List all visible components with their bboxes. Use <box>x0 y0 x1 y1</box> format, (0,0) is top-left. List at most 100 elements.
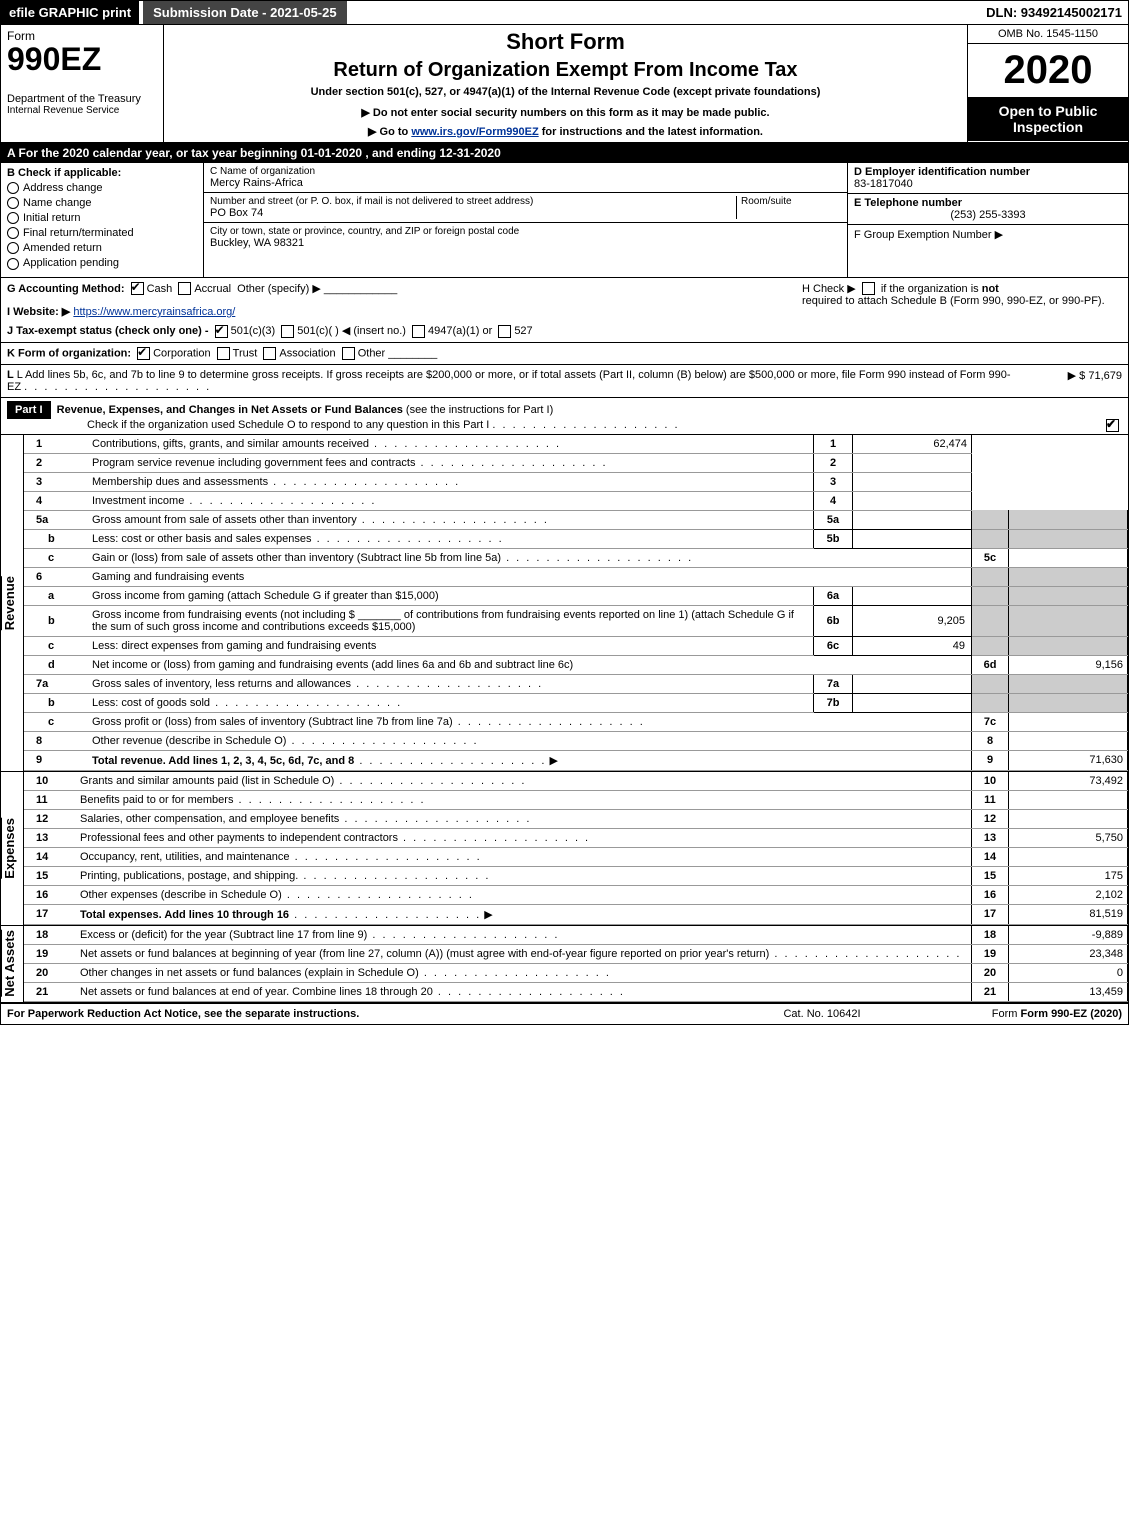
j-label: J Tax-exempt status (check only one) - <box>7 325 212 337</box>
line-19: 19Net assets or fund balances at beginni… <box>24 944 1128 963</box>
irs-link[interactable]: www.irs.gov/Form990EZ <box>411 126 538 138</box>
chk-initial-return[interactable]: Initial return <box>7 212 197 224</box>
ein-value: 83-1817040 <box>854 178 1122 190</box>
d-label: D Employer identification number <box>854 166 1122 178</box>
line-9: 9Total revenue. Add lines 1, 2, 3, 4, 5c… <box>24 750 1128 770</box>
l-block: L L Add lines 5b, 6c, and 7b to line 9 t… <box>1 365 1128 398</box>
line-3: 3Membership dues and assessments3 <box>24 472 1128 491</box>
section-def: D Employer identification number 83-1817… <box>847 163 1128 277</box>
line-16: 16Other expenses (describe in Schedule O… <box>24 885 1128 904</box>
footer: For Paperwork Reduction Act Notice, see … <box>1 1004 1128 1024</box>
line-4: 4Investment income4 <box>24 491 1128 510</box>
chk-address-change[interactable]: Address change <box>7 182 197 194</box>
street-value: PO Box 74 <box>210 207 263 219</box>
header-right: OMB No. 1545-1150 2020 Open to Public In… <box>967 25 1128 142</box>
header: Form 990EZ Department of the Treasury In… <box>1 25 1128 143</box>
irs-label: Internal Revenue Service <box>7 105 157 116</box>
dept-treasury: Department of the Treasury <box>7 93 157 105</box>
expenses-vlabel: Expenses <box>1 818 23 879</box>
header-left: Form 990EZ Department of the Treasury In… <box>1 25 164 142</box>
l-amount: ▶ $ 71,679 <box>1012 369 1122 393</box>
chk-trust[interactable] <box>217 347 230 360</box>
form-number: 990EZ <box>7 43 157 75</box>
chk-schedule-o[interactable] <box>1106 419 1119 432</box>
chk-h[interactable] <box>862 282 875 295</box>
line-10: 10Grants and similar amounts paid (list … <box>24 772 1128 791</box>
chk-association[interactable] <box>263 347 276 360</box>
revenue-table: 1Contributions, gifts, grants, and simil… <box>24 435 1128 771</box>
revenue-section: Revenue 1Contributions, gifts, grants, a… <box>1 435 1128 772</box>
paperwork-notice: For Paperwork Reduction Act Notice, see … <box>7 1008 722 1020</box>
city-value: Buckley, WA 98321 <box>210 237 304 249</box>
line-14: 14Occupancy, rent, utilities, and mainte… <box>24 847 1128 866</box>
goto-pre: ▶ Go to <box>368 126 411 138</box>
expenses-table: 10Grants and similar amounts paid (list … <box>24 772 1128 925</box>
section-b: B Check if applicable: Address change Na… <box>1 163 204 277</box>
chk-cash[interactable] <box>131 282 144 295</box>
header-center: Short Form Return of Organization Exempt… <box>164 25 967 142</box>
tax-year: 2020 <box>968 44 1128 97</box>
goto-line: ▶ Go to www.irs.gov/Form990EZ for instru… <box>170 125 961 138</box>
chk-527[interactable] <box>498 325 511 338</box>
section-c: C Name of organization Mercy Rains-Afric… <box>204 163 847 277</box>
line-18: 18Excess or (deficit) for the year (Subt… <box>24 926 1128 945</box>
short-form-title: Short Form <box>170 29 961 55</box>
k-label: K Form of organization: <box>7 347 131 359</box>
ssn-warning: ▶ Do not enter social security numbers o… <box>170 106 961 119</box>
line-6c: cLess: direct expenses from gaming and f… <box>24 636 1128 655</box>
website-link[interactable]: https://www.mercyrainsafrica.org/ <box>73 306 235 318</box>
g-label: G Accounting Method: <box>7 283 125 295</box>
part1-header: Part I Revenue, Expenses, and Changes in… <box>1 398 1128 435</box>
line-17: 17Total expenses. Add lines 10 through 1… <box>24 904 1128 924</box>
chk-accrual[interactable] <box>178 282 191 295</box>
f-label: F Group Exemption Number ▶ <box>854 228 1122 241</box>
entity-block: B Check if applicable: Address change Na… <box>1 163 1128 278</box>
city-label: City or town, state or province, country… <box>210 226 841 237</box>
form-subtitle: Under section 501(c), 527, or 4947(a)(1)… <box>170 86 961 98</box>
netassets-table: 18Excess or (deficit) for the year (Subt… <box>24 926 1128 1002</box>
room-label: Room/suite <box>741 196 841 207</box>
chk-name-change[interactable]: Name change <box>7 197 197 209</box>
chk-application-pending[interactable]: Application pending <box>7 257 197 269</box>
form-container: Form 990EZ Department of the Treasury In… <box>0 25 1129 1025</box>
chk-4947[interactable] <box>412 325 425 338</box>
line-21: 21Net assets or fund balances at end of … <box>24 982 1128 1001</box>
open-inspection: Open to Public Inspection <box>968 97 1128 141</box>
k-block: K Form of organization: Corporation Trus… <box>1 343 1128 365</box>
cat-number: Cat. No. 10642I <box>722 1008 922 1020</box>
chk-501c3[interactable] <box>215 325 228 338</box>
line-6a: aGross income from gaming (attach Schedu… <box>24 586 1128 605</box>
line-12: 12Salaries, other compensation, and empl… <box>24 809 1128 828</box>
dln: DLN: 93492145002171 <box>986 5 1128 20</box>
line-15: 15Printing, publications, postage, and s… <box>24 866 1128 885</box>
chk-final-return[interactable]: Final return/terminated <box>7 227 197 239</box>
efile-label[interactable]: efile GRAPHIC print <box>1 1 139 24</box>
g-h-block: G Accounting Method: Cash Accrual Other … <box>1 278 1128 343</box>
netassets-section: Net Assets 18Excess or (deficit) for the… <box>1 926 1128 1004</box>
line-8: 8Other revenue (describe in Schedule O)8 <box>24 731 1128 750</box>
line-2: 2Program service revenue including gover… <box>24 453 1128 472</box>
submission-date: Submission Date - 2021-05-25 <box>143 1 347 24</box>
line-5b: bLess: cost or other basis and sales exp… <box>24 529 1128 548</box>
line-7b: bLess: cost of goods sold7b <box>24 693 1128 712</box>
c-label: C Name of organization <box>210 166 841 177</box>
form-page: Form Form 990-EZ (2020) <box>922 1008 1122 1020</box>
tax-year-row: A For the 2020 calendar year, or tax yea… <box>1 143 1128 163</box>
line-7a: 7aGross sales of inventory, less returns… <box>24 674 1128 693</box>
chk-501c[interactable] <box>281 325 294 338</box>
i-label: I Website: ▶ <box>7 306 70 318</box>
phone-value: (253) 255-3393 <box>854 209 1122 221</box>
top-bar: efile GRAPHIC print Submission Date - 20… <box>0 0 1129 25</box>
line-6: 6Gaming and fundraising events <box>24 567 1128 586</box>
line-6b: bGross income from fundraising events (n… <box>24 605 1128 636</box>
omb-number: OMB No. 1545-1150 <box>968 25 1128 44</box>
line-7c: cGross profit or (loss) from sales of in… <box>24 712 1128 731</box>
chk-other-org[interactable] <box>342 347 355 360</box>
line-5c: cGain or (loss) from sale of assets othe… <box>24 548 1128 567</box>
line-6d: dNet income or (loss) from gaming and fu… <box>24 655 1128 674</box>
chk-amended-return[interactable]: Amended return <box>7 242 197 254</box>
chk-corporation[interactable] <box>137 347 150 360</box>
section-b-title: B Check if applicable: <box>7 167 197 179</box>
form-title: Return of Organization Exempt From Incom… <box>170 59 961 82</box>
line-13: 13Professional fees and other payments t… <box>24 828 1128 847</box>
